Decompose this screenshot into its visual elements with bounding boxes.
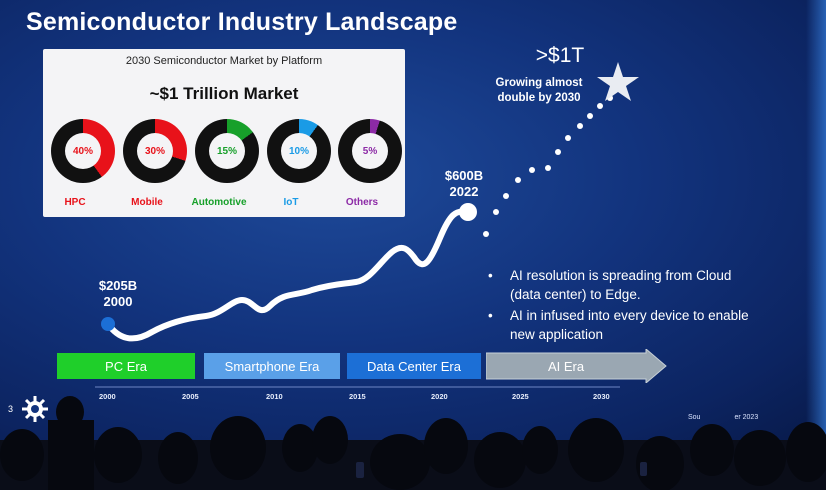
- source-start: Sou: [688, 414, 701, 421]
- donut-mobile-value: 30%: [137, 133, 173, 169]
- mid-annotation: $600B 2022: [424, 168, 504, 200]
- target-note: Growing almost double by 2030: [484, 76, 594, 106]
- donut-others: 5%: [338, 119, 402, 183]
- start-year: 2000: [103, 294, 133, 309]
- donut-hpc-value: 40%: [65, 133, 101, 169]
- source-note: Sou er 2023: [688, 414, 758, 421]
- bullet-line1: AI resolution is spreading from Cloud: [510, 268, 732, 283]
- donut-label-mobile: Mobile: [131, 197, 163, 208]
- era-data-center: Data Center Era: [347, 353, 481, 379]
- bullet-item: • AI in infused into every device to ena…: [484, 306, 804, 344]
- mid-value: $600B: [444, 168, 484, 183]
- card-header: 2030 Semiconductor Market by Platform: [125, 55, 323, 67]
- donut-others-value: 5%: [352, 133, 388, 169]
- bullet-dot-icon: •: [488, 308, 493, 323]
- growth-curve-graphic: [101, 62, 639, 342]
- page-number: 3: [8, 404, 14, 414]
- year-tick: 2000: [99, 392, 116, 401]
- donut-iot-value: 10%: [281, 133, 317, 169]
- mid-year: 2022: [449, 184, 479, 199]
- screen-edge-glow: [806, 0, 826, 440]
- card-headline: ~$1 Trillion Market: [149, 84, 299, 103]
- bullet-line1: AI in infused into every device to enabl…: [510, 308, 749, 323]
- year-tick: 2020: [431, 392, 448, 401]
- donut-label-hpc: HPC: [64, 197, 86, 208]
- projection-dots: [483, 95, 613, 237]
- donut-label-iot: IoT: [283, 197, 299, 208]
- start-annotation: $205B 2000: [78, 278, 158, 310]
- bullet-line2: (data center) to Edge.: [510, 287, 641, 302]
- insight-bullets: • AI resolution is spreading from Cloud …: [484, 266, 804, 346]
- year-tick: 2010: [266, 392, 283, 401]
- bullet-dot-icon: •: [488, 268, 493, 283]
- era-pc: PC Era: [57, 353, 195, 379]
- market-by-platform-card: 2030 Semiconductor Market by Platform ~$…: [43, 49, 405, 217]
- donut-mobile: 30%: [123, 119, 187, 183]
- year-tick: 2005: [182, 392, 199, 401]
- source-end: er 2023: [734, 414, 759, 421]
- donut-iot: 10%: [267, 119, 331, 183]
- timeline-axis: [95, 386, 620, 388]
- year-tick: 2015: [349, 392, 366, 401]
- mid-point: [459, 203, 477, 221]
- bullet-item: • AI resolution is spreading from Cloud …: [484, 266, 804, 304]
- era-ai-arrow: [486, 349, 667, 383]
- era-ai: AI Era: [547, 358, 585, 374]
- donut-hpc: 40%: [51, 119, 115, 183]
- target-note-line1: Growing almost: [495, 77, 583, 89]
- year-tick: 2025: [512, 392, 529, 401]
- donut-label-automotive: Automotive: [191, 197, 247, 208]
- year-tick: 2030: [593, 392, 610, 401]
- donut-automotive-value: 15%: [209, 133, 245, 169]
- donut-label-others: Others: [345, 197, 379, 208]
- era-smartphone: Smartphone Era: [204, 353, 340, 379]
- target-value: >$1T: [535, 44, 585, 67]
- bullet-line2: new application: [510, 327, 604, 342]
- target-star-icon: [597, 62, 639, 101]
- donut-automotive: 15%: [195, 119, 259, 183]
- start-value: $205B: [98, 278, 138, 293]
- company-logo-icon: [22, 396, 48, 422]
- growth-curve-line: [105, 208, 469, 342]
- target-note-line2: double by 2030: [497, 92, 581, 104]
- slide-title: Semiconductor Industry Landscape: [26, 8, 458, 36]
- start-point: [101, 317, 115, 331]
